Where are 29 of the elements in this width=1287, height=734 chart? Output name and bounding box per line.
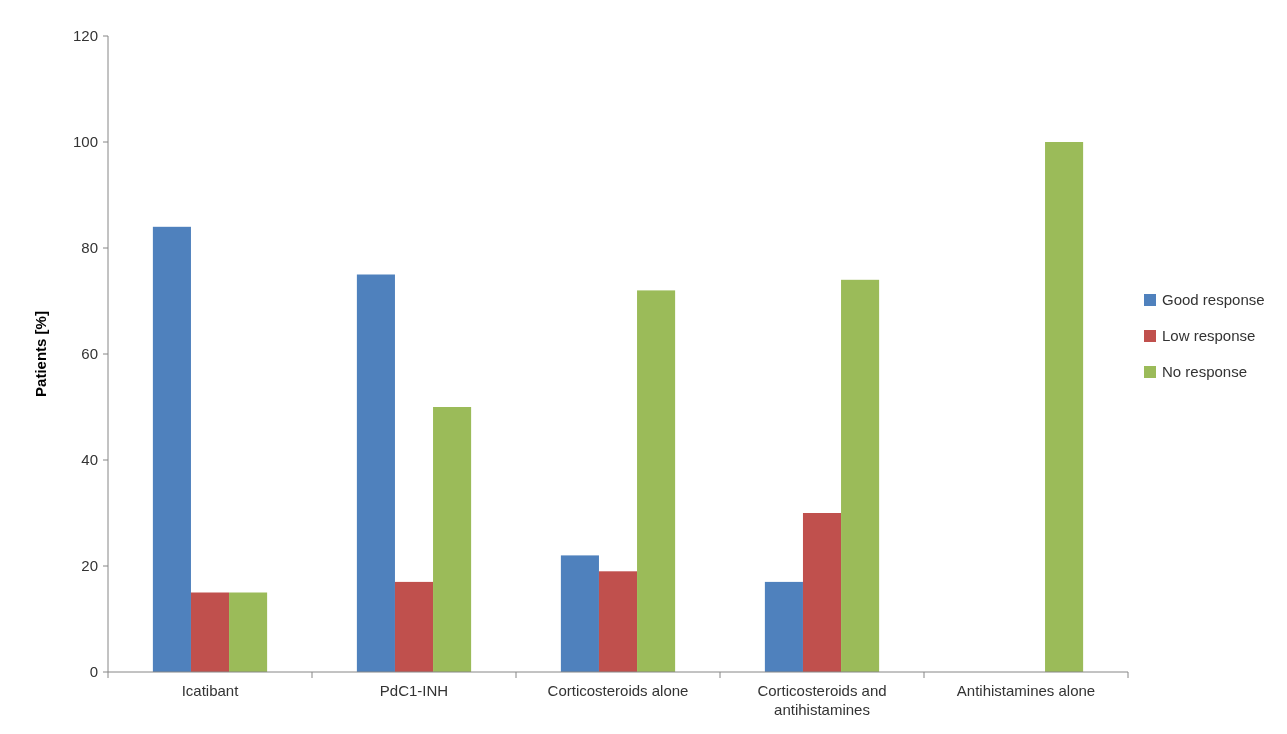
x-tick-label: Antihistamines alone: [956, 682, 1096, 699]
y-axis-title: Patients [%]: [32, 311, 49, 397]
bar: [190, 592, 230, 672]
legend-label: Good response: [1162, 291, 1265, 309]
bar: [598, 571, 638, 672]
x-tick-label: Corticosteroids alone: [547, 682, 689, 699]
y-tick-label: 120: [72, 27, 98, 45]
x-tick-label: Corticosteroids and antihistamines: [757, 682, 887, 718]
bar: [152, 226, 191, 672]
bar: [802, 513, 842, 672]
bar: [433, 407, 472, 672]
bar: [229, 592, 268, 672]
legend-label: No response: [1162, 363, 1248, 381]
bar: [637, 290, 676, 672]
x-tick-label: PdC1-INH: [379, 682, 449, 699]
y-tick-label: 40: [81, 451, 98, 469]
legend-label: Low response: [1162, 327, 1256, 345]
bar: [560, 555, 599, 672]
bar: [356, 274, 395, 672]
y-tick-label: 80: [81, 239, 98, 257]
y-tick-label: 100: [72, 133, 98, 151]
bar: [394, 581, 434, 672]
x-tick-label: Icatibant: [181, 682, 240, 699]
bar: [841, 279, 880, 672]
y-tick-label: 0: [89, 663, 98, 681]
bar: [1045, 142, 1084, 672]
y-tick-label: 60: [81, 345, 98, 363]
y-tick-label: 20: [81, 557, 98, 575]
bar: [764, 581, 803, 672]
